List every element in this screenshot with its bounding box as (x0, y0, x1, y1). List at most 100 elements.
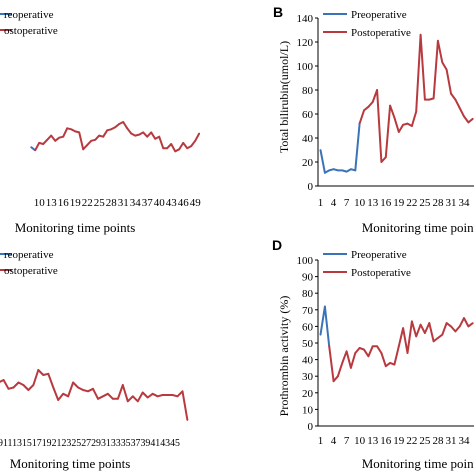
panel-d-data-point (458, 325, 461, 328)
panel-a-x-tick-label: 13 (46, 197, 58, 209)
panel-b-data-point (350, 168, 352, 171)
panel-c-data-point (67, 395, 70, 398)
panel-b-series-preoperative-line (319, 123, 361, 174)
panel-b-data-point (432, 97, 435, 100)
panel-d-y-tick-label: 30 (302, 371, 314, 383)
panel-d-data-point (319, 333, 322, 336)
panel-b-data-point (437, 39, 439, 42)
panel-b-data-point (402, 123, 404, 126)
panel-c-data-point (131, 395, 134, 398)
panel-d-data-point (367, 355, 370, 358)
panel-b-data-point (450, 92, 452, 95)
panel-a-data-point (54, 139, 57, 142)
panel-c-data-point (186, 419, 189, 421)
panel-a-series-postoperative-line (34, 121, 201, 153)
panel-d-x-tick-label: 7 (344, 435, 350, 447)
panel-b-y-tick-label: 0 (308, 181, 314, 193)
panel-d-y-tick-label: 100 (297, 255, 314, 267)
panel-d-y-tick-label: 20 (302, 388, 314, 400)
panel-b-data-point (380, 161, 383, 163)
panel-a-data-point (78, 131, 81, 134)
panel-b-data-point (445, 68, 448, 71)
panel-c-data-point (151, 392, 154, 395)
panel-a-data-point (198, 132, 201, 135)
panel-d-data-point (406, 352, 409, 354)
panel-d-x-tick-label: 19 (393, 435, 405, 447)
panel-b-data-point (384, 156, 387, 159)
panel-a-data-point (94, 138, 97, 141)
panel-a-data-point (118, 123, 121, 125)
panel-b-x-axis-label: Monitoring time points (362, 220, 474, 235)
panel-a-data-point (158, 135, 161, 138)
panel-d-series-postoperative-line (328, 317, 474, 383)
panel-d-data-point (345, 350, 348, 353)
panel-d-series-preoperative-line (319, 305, 331, 347)
panel-b-x-tick-label: 25 (419, 197, 431, 209)
panel-b-data-point (319, 149, 322, 151)
panel-d-y-tick-label: 80 (302, 288, 314, 300)
panel-c-monitoring-chart: reoperative ostoperative (0, 249, 189, 421)
panel-b-data-point (467, 121, 470, 124)
panel-a-data-point (90, 139, 93, 142)
panel-c-data-point (77, 386, 79, 389)
panel-b-y-tick-label: 40 (302, 133, 314, 145)
panel-b-legend-label: Preoperative (351, 9, 407, 21)
panel-b-x-tick-label: 22 (406, 197, 417, 209)
panel-a-data-point (150, 131, 153, 134)
panel-b-data-point (341, 169, 344, 172)
panel-d-data-point (384, 365, 387, 368)
panel-b-data-point (376, 89, 378, 91)
panel-a-x-tick-label: 34 (130, 197, 142, 209)
panel-a-data-point (190, 145, 193, 148)
panel-c-data-point (141, 391, 144, 394)
panel-c-data-point (22, 384, 25, 386)
panel-a-monitoring-chart: 10 13 16 19 22 25 28 31 34 37 40 43 46 49 reoperative o… (0, 9, 201, 209)
panel-b-data-point (393, 116, 396, 119)
panel-b-data-point (358, 122, 361, 125)
panel-d-data-point (393, 363, 396, 366)
panel-b-data-point (367, 105, 370, 108)
panel-b-data-point (428, 98, 431, 101)
panel-b-data-point (328, 169, 331, 172)
panel-d-data-point (358, 347, 361, 349)
panel-d-data-point (424, 332, 426, 334)
panel-b-data-point (397, 131, 400, 133)
panel-a-x-tick-label: 22 (82, 197, 93, 209)
panel-a-data-point (102, 135, 105, 138)
panel-d-x-tick-label: 25 (419, 435, 431, 447)
panel-b-data-point (324, 171, 326, 174)
panel-c-data-point (161, 394, 164, 396)
panel-b-data-point (345, 170, 348, 173)
panel-c-data-point (181, 390, 184, 393)
panel-d-data-point (428, 322, 431, 324)
panel-d-data-point (341, 362, 344, 364)
panel-c-legend-label: ostoperative (4, 265, 58, 277)
panel-a-data-point (122, 121, 125, 123)
panel-b-x-tick-label: 16 (380, 197, 392, 209)
panel-a-data-point (130, 132, 133, 135)
panel-b-y-tick-label: 120 (297, 37, 314, 49)
panel-d-x-tick-label: 31 (446, 435, 457, 447)
panel-d-x-tick-label: 1 (318, 435, 324, 447)
panel-a-x-tick-label: 10 (34, 197, 46, 209)
panel-d-y-tick-label: 50 (302, 338, 314, 350)
panel-a-data-point (142, 131, 145, 134)
panel-d-data-point (376, 345, 378, 348)
panel-a-data-point (162, 147, 165, 150)
panel-a-x-tick-label: 28 (106, 197, 118, 209)
panel-a-data-point (110, 128, 113, 131)
panel-d-data-point (363, 348, 365, 351)
panel-c-data-point (42, 374, 45, 376)
panel-d-data-point (454, 330, 457, 333)
panel-a-data-point (50, 134, 53, 137)
panel-d-data-point (437, 337, 439, 339)
panel-c-data-point (72, 381, 74, 384)
panel-d-data-point (389, 362, 391, 364)
panel-a-data-point (170, 143, 173, 145)
panel-a-legend-label: reoperative (4, 9, 54, 21)
panel-d-data-point (411, 320, 413, 323)
panel-b-x-tick-label: 34 (459, 197, 471, 209)
panel-a-data-point (34, 149, 37, 152)
panel-b-data-point (415, 110, 418, 113)
